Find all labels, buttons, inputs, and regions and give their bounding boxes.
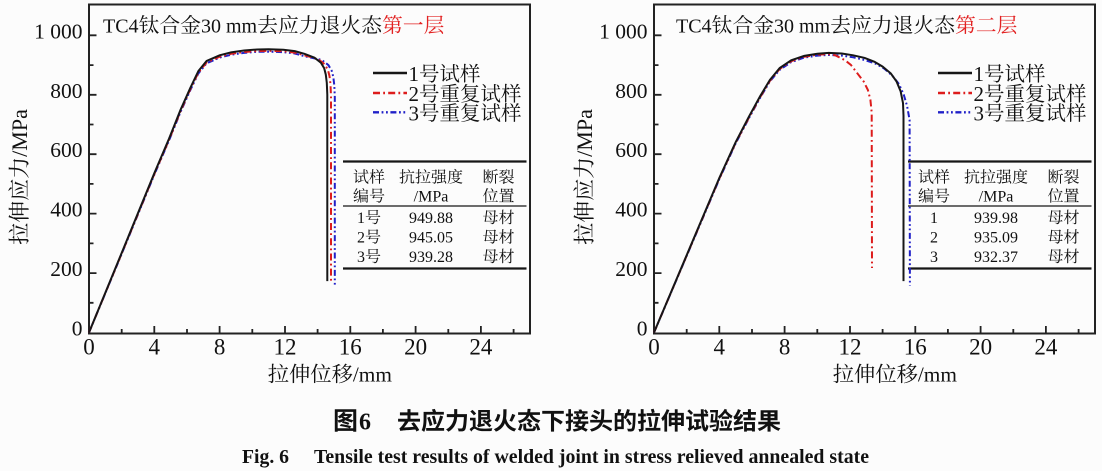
svg-text:3: 3 [409,101,420,125]
svg-text:1 000: 1 000 [599,19,647,43]
svg-text:/MPa: /MPa [979,189,1014,206]
svg-text:0: 0 [72,317,83,341]
svg-text:0: 0 [648,335,660,360]
svg-text:30 mm: 30 mm [201,16,258,38]
svg-text:1: 1 [930,210,938,227]
svg-text:400: 400 [615,198,647,222]
svg-text:2: 2 [357,230,365,247]
svg-text:8: 8 [779,335,791,360]
svg-text:30 mm: 30 mm [774,16,831,38]
svg-text:4: 4 [149,335,161,360]
svg-text:12: 12 [839,335,862,360]
svg-text:939.98: 939.98 [974,210,1018,227]
svg-text:2: 2 [930,230,938,247]
svg-text:20: 20 [969,335,992,360]
svg-text:/MPa: /MPa [7,109,32,157]
svg-text:/MPa: /MPa [572,109,597,157]
svg-text:945.05: 945.05 [409,230,453,247]
svg-text:600: 600 [615,138,647,162]
svg-text:1 000: 1 000 [34,19,82,43]
svg-text:0: 0 [637,317,648,341]
svg-text:1: 1 [357,210,365,227]
svg-text:800: 800 [50,79,82,103]
svg-text:3: 3 [930,249,938,266]
svg-text:Tensile test results of welded: Tensile test results of welded joint in … [314,446,869,468]
svg-text:600: 600 [50,138,82,162]
svg-text:1: 1 [409,62,420,86]
svg-text:12: 12 [274,335,297,360]
svg-text:932.37: 932.37 [974,249,1018,266]
svg-text:6: 6 [359,410,371,436]
svg-text:939.28: 939.28 [409,249,453,266]
svg-text:TC4: TC4 [676,16,712,38]
svg-text:Fig. 6: Fig. 6 [242,446,289,468]
svg-text:935.09: 935.09 [974,230,1018,247]
svg-text:200: 200 [615,257,647,281]
svg-text:16: 16 [904,335,927,360]
svg-text:/MPa: /MPa [414,189,449,206]
svg-text:800: 800 [615,79,647,103]
svg-text:24: 24 [1034,335,1058,360]
svg-text:16: 16 [339,335,362,360]
svg-text:200: 200 [50,257,82,281]
svg-text:3: 3 [357,249,365,266]
svg-text:949.88: 949.88 [409,210,453,227]
svg-text:20: 20 [404,335,427,360]
svg-text:TC4: TC4 [103,16,139,38]
svg-text:0: 0 [83,335,95,360]
svg-text:3: 3 [974,101,985,125]
svg-text:/mm: /mm [918,363,957,387]
svg-text:/mm: /mm [353,363,392,387]
svg-text:8: 8 [214,335,226,360]
svg-text:24: 24 [469,335,493,360]
svg-text:2: 2 [974,82,985,106]
svg-text:2: 2 [409,82,420,106]
svg-text:4: 4 [714,335,726,360]
svg-text:1: 1 [974,62,985,86]
svg-text:400: 400 [50,198,82,222]
